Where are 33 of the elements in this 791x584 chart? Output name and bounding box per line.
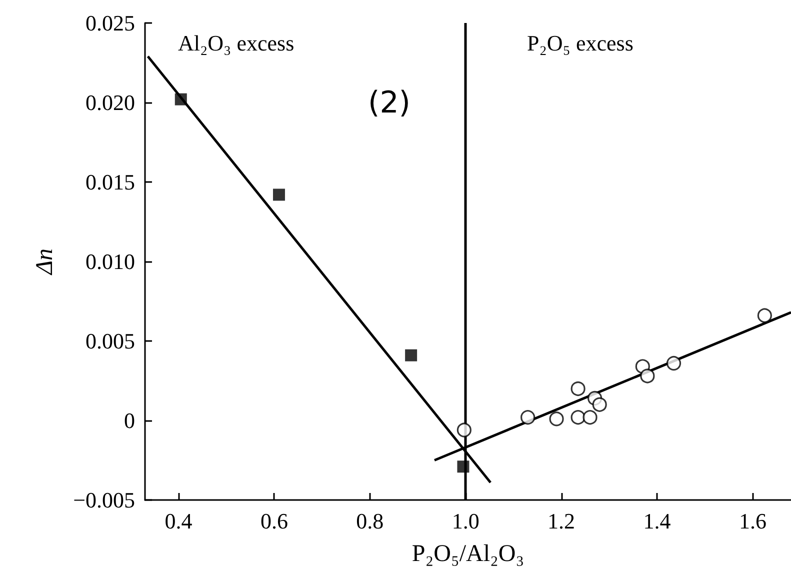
point [582,410,598,425]
x-tick-label: 1.2 [548,508,576,534]
point [405,349,418,362]
point [549,412,564,426]
point [666,356,682,371]
point [174,93,187,106]
x-tick-label: 0.8 [356,508,384,534]
annotation: Al₂O₃ excess [178,30,294,56]
point [457,460,470,473]
y-tick-label: 0 [124,408,135,433]
x-tick-label: 0.6 [260,508,288,534]
y-tick-label: 0.020 [86,90,135,115]
point [456,422,472,438]
point [570,410,586,425]
y-axis-title: Δn [32,248,58,276]
x-axis-title: P₂O₅/Al₂O₃ [412,541,524,567]
x-tick-label: 1.0 [452,508,480,534]
point [520,410,536,425]
point [640,368,655,384]
x-tick-label: 1.4 [643,508,671,534]
point [757,308,772,323]
y-tick-label: 0.015 [86,170,135,194]
y-tick-label: 0.010 [86,249,135,274]
point [272,188,285,201]
point [592,397,607,412]
y-tick-label: 0.005 [86,328,135,354]
x-tick-label: 1.6 [738,508,766,534]
annotation: P₂O₅ excess [527,30,634,56]
y-tick-label: 0.025 [86,10,135,36]
annotation: (2) [368,86,410,120]
y-tick-label: −0.005 [73,488,135,512]
x-tick-label: 0.4 [164,508,192,534]
point [570,381,586,396]
